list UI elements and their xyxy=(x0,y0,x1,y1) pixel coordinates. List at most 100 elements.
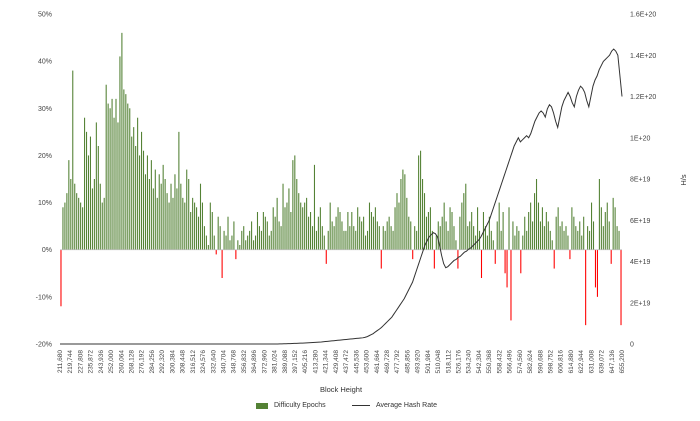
difficulty-bar xyxy=(74,183,76,250)
difficulty-bar xyxy=(333,226,335,250)
difficulty-bar xyxy=(581,235,583,250)
difficulty-bar xyxy=(480,249,483,278)
y-right-axis-title: H/s xyxy=(679,174,688,186)
difficulty-bar xyxy=(535,179,538,250)
difficulty-bar xyxy=(467,226,469,250)
y-right-tick-label: 1E+20 xyxy=(630,135,651,142)
difficulty-bar xyxy=(335,216,337,250)
difficulty-bar xyxy=(199,183,202,250)
difficulty-bar xyxy=(478,230,481,250)
difficulty-bar xyxy=(190,212,192,250)
difficulty-bar xyxy=(148,179,150,250)
difficulty-bar xyxy=(182,197,184,250)
difficulty-bar xyxy=(68,160,70,250)
difficulty-bar xyxy=(256,212,259,250)
x-tick-label: 260,064 xyxy=(118,350,125,374)
difficulty-bar xyxy=(294,155,296,250)
y-right-tick-label: 1.4E+20 xyxy=(630,53,656,60)
difficulty-bar xyxy=(604,212,606,250)
difficulty-bar xyxy=(85,131,88,250)
difficulty-bar xyxy=(95,122,97,250)
difficulty-bar xyxy=(70,179,72,250)
x-tick-label: 510,048 xyxy=(435,350,442,374)
y-right-tick-label: 8E+19 xyxy=(630,177,651,184)
difficulty-bar xyxy=(412,249,414,260)
difficulty-bar xyxy=(404,174,406,250)
difficulty-bar xyxy=(260,230,262,250)
legend-item-line: Average Hash Rate xyxy=(352,402,437,409)
difficulty-bar xyxy=(201,202,203,250)
difficulty-bar xyxy=(451,212,453,250)
difficulty-bar xyxy=(402,169,404,250)
difficulty-bar xyxy=(473,226,475,250)
x-tick-label: 235,872 xyxy=(88,350,95,374)
difficulty-bar xyxy=(247,235,249,250)
difficulty-bar xyxy=(194,202,196,250)
y-right-tick-label: 6E+19 xyxy=(630,218,651,225)
difficulty-bar xyxy=(290,212,292,250)
x-tick-label: 405,216 xyxy=(302,350,309,374)
difficulty-bar xyxy=(288,188,290,250)
difficulty-bar xyxy=(225,235,227,250)
x-tick-label: 453,600 xyxy=(364,350,371,374)
x-tick-label: 501,984 xyxy=(425,350,432,374)
difficulty-bar xyxy=(557,207,559,250)
difficulty-bar xyxy=(113,117,115,250)
difficulty-bar xyxy=(441,216,443,250)
difficulty-bar xyxy=(172,197,174,250)
difficulty-bar xyxy=(573,216,575,250)
x-tick-label: 276,192 xyxy=(139,350,146,374)
difficulty-bar xyxy=(410,221,412,250)
difficulty-bar xyxy=(368,202,371,250)
difficulty-bar xyxy=(496,221,498,250)
difficulty-bar xyxy=(353,226,355,250)
difficulty-bar xyxy=(567,235,569,250)
x-tick-label: 582,624 xyxy=(527,350,534,374)
difficulty-bar xyxy=(158,174,160,250)
difficulty-bar xyxy=(154,169,156,250)
difficulty-bar xyxy=(196,207,198,250)
difficulty-bar xyxy=(575,226,577,250)
x-tick-label: 413,280 xyxy=(312,350,319,374)
difficulty-bar xyxy=(251,221,253,250)
difficulty-bar xyxy=(398,202,400,250)
difficulty-bar xyxy=(231,235,233,250)
difficulty-bar xyxy=(439,226,441,250)
difficulty-bar xyxy=(555,216,557,250)
difficulty-bar xyxy=(205,235,207,250)
difficulty-bar xyxy=(520,249,522,274)
difficulty-bar xyxy=(101,202,103,250)
difficulty-bar xyxy=(524,216,526,250)
difficulty-bar xyxy=(414,226,416,250)
difficulty-bar xyxy=(178,131,180,250)
difficulty-bar xyxy=(131,136,133,250)
difficulty-bar xyxy=(577,230,579,250)
difficulty-bar xyxy=(162,164,164,250)
x-tick-label: 574,560 xyxy=(517,350,524,374)
x-tick-label: 397,152 xyxy=(292,350,299,374)
difficulty-bar xyxy=(506,249,508,288)
difficulty-bar xyxy=(327,230,329,250)
x-tick-label: 227,808 xyxy=(77,350,84,374)
difficulty-bar xyxy=(286,202,288,250)
difficulty-bar xyxy=(551,240,553,250)
difficulty-bar xyxy=(394,207,396,250)
difficulty-bar xyxy=(423,193,426,250)
difficulty-bar xyxy=(160,183,162,250)
difficulty-bar xyxy=(553,249,555,269)
difficulty-bar xyxy=(384,230,386,250)
difficulty-bar xyxy=(610,249,612,264)
difficulty-bar xyxy=(292,160,294,250)
difficulty-bar xyxy=(315,230,317,250)
difficulty-bar xyxy=(537,202,540,250)
difficulty-bar xyxy=(188,179,190,250)
difficulty-bar xyxy=(596,249,598,297)
difficulty-bar xyxy=(390,226,392,250)
difficulty-bar xyxy=(156,197,158,250)
legend-line-label: Average Hash Rate xyxy=(376,402,437,409)
x-tick-label: 252,000 xyxy=(108,350,115,374)
y-left-tick-label: 0% xyxy=(42,247,52,254)
difficulty-bar xyxy=(591,202,593,250)
difficulty-bar xyxy=(437,221,439,250)
x-tick-label: 364,896 xyxy=(251,350,258,374)
